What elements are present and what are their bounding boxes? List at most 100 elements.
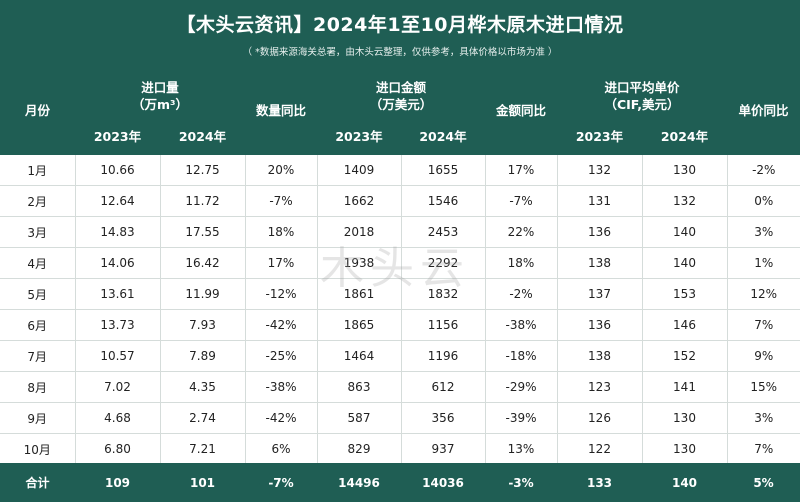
header-price-2024: 2024年 xyxy=(660,129,709,144)
cell-qty-2024: 7.21 xyxy=(160,433,246,465)
cell-qty-yoy: -7% xyxy=(245,185,318,217)
cell-price-yoy: 0% xyxy=(727,185,800,217)
header-price-yoy: 单价同比 xyxy=(738,103,789,118)
cell-price-2024: 130 xyxy=(642,155,728,186)
cell-qty-yoy: 17% xyxy=(245,247,318,279)
table-row: 8月 7.02 4.35 -38% 863 612 -29% 123 141 15% xyxy=(0,371,800,403)
cell-price-yoy: 3% xyxy=(727,216,800,248)
cell-qty-2024: 12.75 xyxy=(160,155,246,186)
cell-qty-yoy: 6% xyxy=(245,433,318,465)
cell-month: 10月 xyxy=(0,433,76,465)
header-amount-2024: 2024年 xyxy=(419,129,467,144)
cell-amount-2024: 2292 xyxy=(401,247,486,279)
cell-qty-yoy: -42% xyxy=(245,402,318,434)
cell-price-2024: 152 xyxy=(642,340,728,372)
cell-amount-yoy: -18% xyxy=(485,340,558,372)
cell-price-2023: 126 xyxy=(557,402,643,434)
cell-amount-yoy: -2% xyxy=(485,278,558,310)
table-row: 9月 4.68 2.74 -42% 587 356 -39% 126 130 3% xyxy=(0,402,800,434)
cell-amount-2023: 1861 xyxy=(317,278,402,310)
cell-amount-yoy: -38% xyxy=(485,309,558,341)
cell-amount-2023: 1662 xyxy=(317,185,402,217)
header-month: 月份 xyxy=(24,103,50,118)
cell-qty-2024: 2.74 xyxy=(160,402,246,434)
cell-qty-2024: 11.72 xyxy=(160,185,246,217)
table-header: 【木头云资讯】2024年1至10月桦木原木进口情况 （ *数据来源海关总署，由木… xyxy=(0,0,800,155)
header-qty: 进口量 xyxy=(141,80,179,95)
total-row: 合计 109 101 -7% 14496 14036 -3% 133 140 5… xyxy=(0,463,800,502)
cell-qty-2023: 14.06 xyxy=(75,247,161,279)
cell-price-2024: 146 xyxy=(642,309,728,341)
header-amount: 进口金额 xyxy=(375,80,426,95)
cell-amount-2023: 1938 xyxy=(317,247,402,279)
cell-price-yoy: 9% xyxy=(727,340,800,372)
cell-month: 6月 xyxy=(0,309,76,341)
cell-qty-yoy: -38% xyxy=(245,371,318,403)
cell-amount-yoy: 18% xyxy=(485,247,558,279)
cell-price-2023: 123 xyxy=(557,371,643,403)
cell-price-2023: 131 xyxy=(557,185,643,217)
cell-amount-2024: 1546 xyxy=(401,185,486,217)
header-qty-yoy: 数量同比 xyxy=(255,103,306,118)
cell-price-2023: 122 xyxy=(557,433,643,465)
cell-month: 7月 xyxy=(0,340,76,372)
cell-month: 5月 xyxy=(0,278,76,310)
header-price-2023: 2023年 xyxy=(575,129,624,144)
header-amount-unit: （万美元） xyxy=(369,97,433,112)
data-table: 1月 10.66 12.75 20% 1409 1655 17% 132 130 -2% 2月 12.… xyxy=(0,155,800,465)
cell-price-yoy: 12% xyxy=(727,278,800,310)
cell-amount-2024: 1832 xyxy=(401,278,486,310)
cell-qty-2023: 12.64 xyxy=(75,185,161,217)
cell-qty-2023: 10.57 xyxy=(75,340,161,372)
cell-amount-2023: 829 xyxy=(317,433,402,465)
cell-qty-2024: 16.42 xyxy=(160,247,246,279)
cell-qty-2024: 11.99 xyxy=(160,278,246,310)
header-amount-yoy: 金额同比 xyxy=(495,103,546,118)
cell-qty-yoy: 18% xyxy=(245,216,318,248)
cell-qty-2024: 7.89 xyxy=(160,340,246,372)
cell-price-2023: 132 xyxy=(557,155,643,186)
cell-qty-2023: 6.80 xyxy=(75,433,161,465)
table-row: 2月 12.64 11.72 -7% 1662 1546 -7% 131 132 0% xyxy=(0,185,800,217)
cell-price-2023: 138 xyxy=(557,247,643,279)
header-price-unit: （CIF,美元） xyxy=(604,97,680,112)
cell-qty-yoy: 20% xyxy=(245,155,318,186)
total-price-yoy: 5% xyxy=(753,475,774,490)
cell-qty-2024: 17.55 xyxy=(160,216,246,248)
data-source-note: （ *数据来源海关总署，由木头云整理，仅供参考，具体价格以市场为准 ） xyxy=(242,47,558,58)
cell-qty-2023: 4.68 xyxy=(75,402,161,434)
table-row: 3月 14.83 17.55 18% 2018 2453 22% 136 140 3% xyxy=(0,216,800,248)
cell-amount-2024: 2453 xyxy=(401,216,486,248)
header-qty-2024: 2024年 xyxy=(178,129,227,144)
cell-amount-2023: 587 xyxy=(317,402,402,434)
cell-qty-yoy: -42% xyxy=(245,309,318,341)
total-amount-2024: 14036 xyxy=(422,475,464,490)
cell-amount-2024: 1196 xyxy=(401,340,486,372)
cell-price-yoy: -2% xyxy=(727,155,800,186)
cell-qty-2023: 10.66 xyxy=(75,155,161,186)
cell-amount-2024: 1156 xyxy=(401,309,486,341)
table-row: 4月 14.06 16.42 17% 1938 2292 18% 138 140 1% xyxy=(0,247,800,279)
cell-price-2023: 137 xyxy=(557,278,643,310)
cell-price-yoy: 15% xyxy=(727,371,800,403)
total-amount-yoy: -3% xyxy=(508,475,534,490)
cell-qty-2023: 13.73 xyxy=(75,309,161,341)
cell-amount-2024: 612 xyxy=(401,371,486,403)
cell-qty-2023: 14.83 xyxy=(75,216,161,248)
cell-amount-2024: 1655 xyxy=(401,155,486,186)
total-qty-2023: 109 xyxy=(104,475,131,490)
cell-qty-yoy: -12% xyxy=(245,278,318,310)
cell-price-2024: 140 xyxy=(642,216,728,248)
cell-price-2023: 136 xyxy=(557,309,643,341)
cell-amount-2023: 1409 xyxy=(317,155,402,186)
cell-month: 9月 xyxy=(0,402,76,434)
total-label: 合计 xyxy=(25,476,50,490)
cell-qty-2024: 7.93 xyxy=(160,309,246,341)
table-row: 5月 13.61 11.99 -12% 1861 1832 -2% 137 153 12% xyxy=(0,278,800,310)
table-row: 1月 10.66 12.75 20% 1409 1655 17% 132 130 -2% xyxy=(0,155,800,186)
cell-price-2024: 132 xyxy=(642,185,728,217)
cell-price-2023: 138 xyxy=(557,340,643,372)
cell-price-2024: 130 xyxy=(642,433,728,465)
cell-amount-yoy: -7% xyxy=(485,185,558,217)
cell-qty-2023: 13.61 xyxy=(75,278,161,310)
